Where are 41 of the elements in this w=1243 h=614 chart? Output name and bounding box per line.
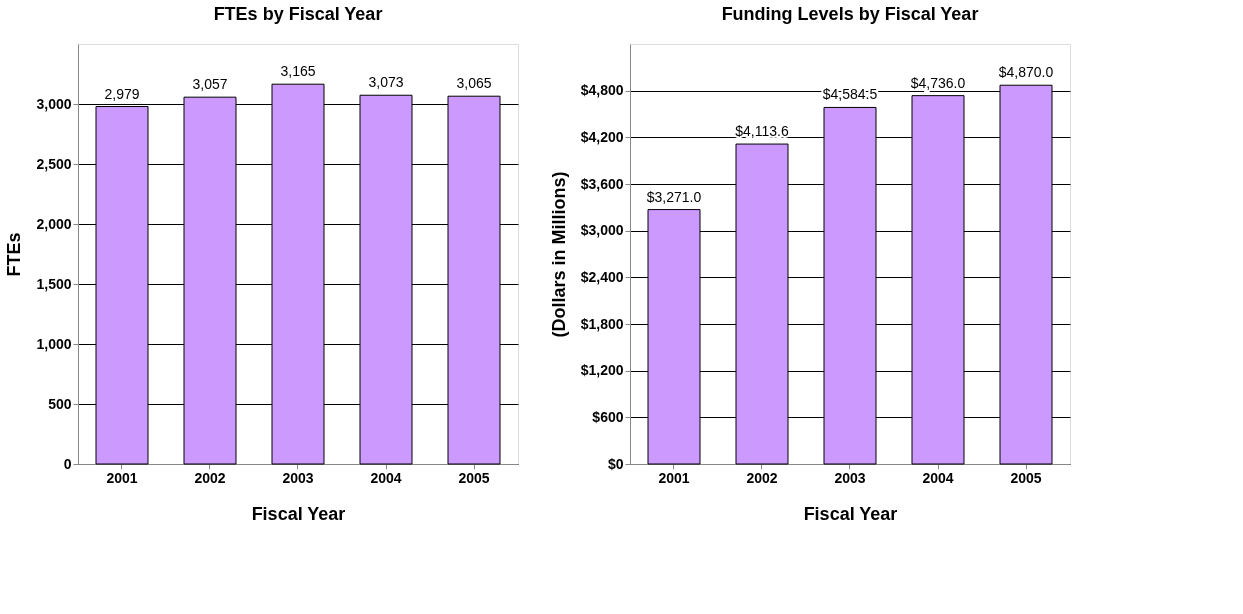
chart-title: Funding Levels by Fiscal Year <box>721 4 979 24</box>
y-tick-label: 2,000 <box>36 215 72 232</box>
x-tick-label: 2002 <box>194 469 226 486</box>
y-tick-label: 1,000 <box>36 335 72 352</box>
y-axis-title: (Dollars in Millions) <box>548 171 569 338</box>
x-axis-title: Fiscal Year <box>251 503 346 524</box>
y-tick-label: $4,200 <box>580 128 624 145</box>
x-tick-label: 2004 <box>370 469 402 486</box>
y-tick-label: $0 <box>607 455 624 472</box>
data-label: 3,073 <box>368 74 404 91</box>
data-label: $4,870.0 <box>998 64 1054 81</box>
y-tick-label: $2,400 <box>580 268 624 285</box>
y-tick-label: 500 <box>48 395 72 412</box>
x-tick-label: 2005 <box>1010 469 1042 486</box>
y-tick-label: 3,000 <box>36 95 72 112</box>
data-label: $4,113.6 <box>735 123 789 140</box>
data-label: $4,736.0 <box>910 74 966 91</box>
x-axis-title: Fiscal Year <box>803 503 898 524</box>
data-label: 2,979 <box>104 85 140 102</box>
y-tick-label: $600 <box>592 408 624 425</box>
y-tick-label: $1,800 <box>580 315 624 332</box>
x-tick-label: 2001 <box>658 469 690 486</box>
y-tick-label: $3,000 <box>580 222 624 239</box>
x-tick-label: 2002 <box>746 469 778 486</box>
data-label: 3,065 <box>456 75 492 92</box>
y-axis-title: FTEs <box>4 232 25 277</box>
x-tick-label: 2004 <box>922 469 954 486</box>
data-label: $3,271.0 <box>646 188 702 205</box>
data-label: 3,165 <box>280 63 316 80</box>
y-tick-label: $1,200 <box>580 362 624 379</box>
y-tick-label: $3,600 <box>580 175 624 192</box>
x-tick-label: 2005 <box>458 469 490 486</box>
x-tick-label: 2003 <box>834 469 866 486</box>
x-tick-label: 2003 <box>282 469 314 486</box>
x-tick-label: 2001 <box>106 469 138 486</box>
y-tick-label: 0 <box>63 455 72 472</box>
chart-title: FTEs by Fiscal Year <box>213 4 383 24</box>
y-tick-label: 2,500 <box>36 155 72 172</box>
y-tick-label: 1,500 <box>36 275 72 292</box>
y-tick-label: $4,800 <box>580 82 624 99</box>
data-label: 3,057 <box>192 76 228 93</box>
